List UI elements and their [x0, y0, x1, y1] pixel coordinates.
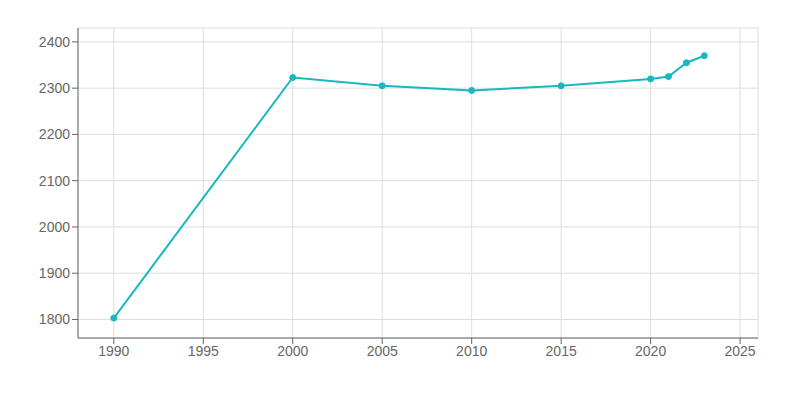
svg-text:2400: 2400 [39, 34, 70, 50]
svg-text:2100: 2100 [39, 173, 70, 189]
svg-text:2300: 2300 [39, 80, 70, 96]
svg-text:2020: 2020 [635, 343, 666, 359]
svg-text:1900: 1900 [39, 265, 70, 281]
svg-text:2000: 2000 [39, 219, 70, 235]
svg-text:2025: 2025 [725, 343, 756, 359]
svg-text:2015: 2015 [546, 343, 577, 359]
svg-text:2010: 2010 [456, 343, 487, 359]
svg-text:2200: 2200 [39, 126, 70, 142]
svg-text:1995: 1995 [188, 343, 219, 359]
svg-text:2000: 2000 [277, 343, 308, 359]
svg-text:1990: 1990 [98, 343, 129, 359]
svg-text:1800: 1800 [39, 311, 70, 327]
svg-text:2005: 2005 [367, 343, 398, 359]
